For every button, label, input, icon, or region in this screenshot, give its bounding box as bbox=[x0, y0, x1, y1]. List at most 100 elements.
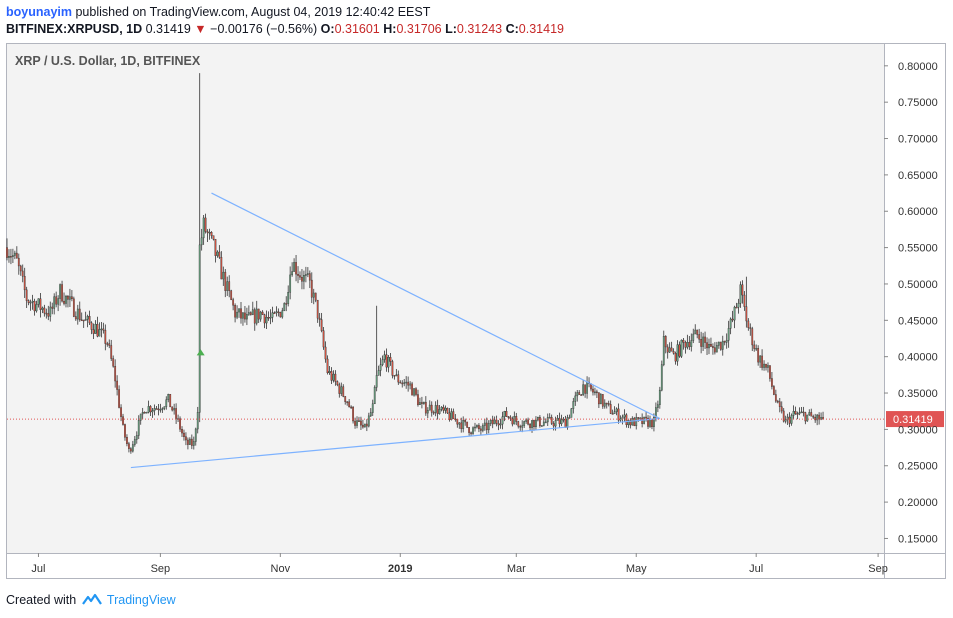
candle-body bbox=[613, 411, 616, 414]
candle-body bbox=[820, 417, 822, 420]
candle-body bbox=[369, 412, 372, 417]
candle-body bbox=[474, 426, 476, 429]
candle-body bbox=[422, 401, 425, 404]
candle-body bbox=[63, 300, 65, 304]
candle-body bbox=[324, 346, 327, 360]
candle-body bbox=[53, 296, 56, 309]
candle-body bbox=[668, 347, 671, 353]
candle-body bbox=[647, 417, 649, 427]
candle-body bbox=[670, 347, 673, 352]
candle-body bbox=[108, 343, 111, 346]
candle-body bbox=[452, 411, 455, 419]
candle-body bbox=[27, 300, 30, 303]
candle-body bbox=[143, 412, 146, 414]
y-tick-label: 0.15000 bbox=[898, 533, 938, 545]
candle-body bbox=[601, 394, 604, 407]
candle-body bbox=[662, 336, 665, 365]
candle-body bbox=[356, 420, 358, 426]
candle-body bbox=[304, 274, 307, 276]
candle-body bbox=[340, 386, 343, 394]
y-tick-label: 0.30000 bbox=[898, 424, 938, 436]
candle-body bbox=[580, 394, 583, 396]
candle-body bbox=[629, 420, 632, 426]
price-axis[interactable]: 0.80000 0.75000 0.70000 0.65000 0.60000 0.550… bbox=[884, 61, 938, 546]
candle-body bbox=[552, 423, 555, 427]
x-tick-label: Mar bbox=[507, 563, 526, 575]
candle-body bbox=[704, 336, 706, 343]
candle-body bbox=[322, 330, 325, 348]
candle-body bbox=[249, 312, 252, 315]
candle-body bbox=[560, 419, 563, 425]
candle-body bbox=[421, 402, 423, 404]
candle-body bbox=[310, 279, 313, 298]
candle-body bbox=[696, 329, 699, 335]
candle-body bbox=[318, 317, 321, 320]
candle-body bbox=[208, 232, 211, 234]
candle-body bbox=[489, 419, 492, 424]
candle-body bbox=[584, 384, 587, 394]
candle-body bbox=[383, 354, 386, 360]
candle-body bbox=[798, 412, 801, 415]
candle-body bbox=[729, 318, 732, 329]
candle-body bbox=[13, 252, 16, 256]
candle-body bbox=[407, 381, 410, 386]
candle-body bbox=[605, 402, 608, 405]
candle-body bbox=[218, 251, 221, 258]
candle-body bbox=[196, 412, 199, 430]
plot-area[interactable] bbox=[7, 44, 884, 553]
tradingview-brand-link[interactable]: TradingView bbox=[106, 593, 176, 607]
candle-body bbox=[71, 296, 73, 300]
y-tick-label: 0.60000 bbox=[898, 206, 938, 218]
candle-body bbox=[719, 341, 722, 350]
candle-body bbox=[509, 416, 512, 419]
candle-body bbox=[179, 418, 181, 430]
candle-body bbox=[171, 406, 174, 411]
candle-body bbox=[765, 363, 767, 368]
candle-body bbox=[503, 411, 506, 417]
candle-body bbox=[19, 265, 22, 272]
candle-body bbox=[717, 341, 720, 346]
candle-body bbox=[216, 251, 219, 256]
candle-body bbox=[751, 328, 754, 346]
candle-body bbox=[45, 312, 48, 315]
candle-body bbox=[564, 418, 567, 428]
candle-body bbox=[513, 416, 516, 425]
time-axis[interactable]: Jul Sep Nov 2019 Mar May Jul Sep bbox=[31, 553, 888, 575]
candle-body bbox=[525, 419, 528, 422]
candle-body bbox=[715, 345, 718, 353]
author-link[interactable]: boyunayim bbox=[6, 5, 72, 19]
candle-body bbox=[242, 312, 244, 319]
candle-body bbox=[145, 412, 148, 414]
candle-body bbox=[505, 411, 508, 417]
candle-body bbox=[432, 411, 435, 414]
candle-body bbox=[74, 316, 77, 320]
candle-body bbox=[698, 334, 701, 340]
ohlc-summary: BITFINEX:XRPUSD, 1D 0.31419 ▼ −0.00176 (… bbox=[6, 22, 564, 36]
candle-body bbox=[653, 416, 655, 427]
candle-body bbox=[680, 339, 683, 357]
candle-body bbox=[157, 408, 160, 411]
candle-body bbox=[771, 378, 773, 387]
candle-body bbox=[460, 422, 463, 429]
candle-body bbox=[165, 399, 168, 407]
y-tick-label: 0.65000 bbox=[898, 170, 938, 182]
candle-body bbox=[816, 414, 819, 421]
candle-body bbox=[363, 423, 366, 428]
candle-body bbox=[151, 410, 154, 413]
candle-body bbox=[723, 340, 726, 343]
candle-body bbox=[128, 443, 130, 449]
candle-body bbox=[15, 252, 18, 259]
candle-body bbox=[556, 417, 559, 421]
chart-container[interactable]: XRP / U.S. Dollar, 1D, BITFINEX 0.31419 … bbox=[6, 43, 946, 579]
candle-body bbox=[625, 414, 628, 426]
candle-body bbox=[810, 412, 813, 417]
price-chart[interactable]: XRP / U.S. Dollar, 1D, BITFINEX 0.31419 … bbox=[6, 43, 946, 579]
x-tick-label: Jul bbox=[31, 563, 45, 575]
candle-body bbox=[263, 314, 266, 324]
candle-body bbox=[326, 358, 329, 374]
candle-body bbox=[741, 284, 744, 296]
candle-body bbox=[721, 340, 724, 350]
y-tick-label: 0.80000 bbox=[898, 61, 938, 73]
candle-body bbox=[167, 393, 170, 400]
candle-body bbox=[69, 296, 71, 300]
